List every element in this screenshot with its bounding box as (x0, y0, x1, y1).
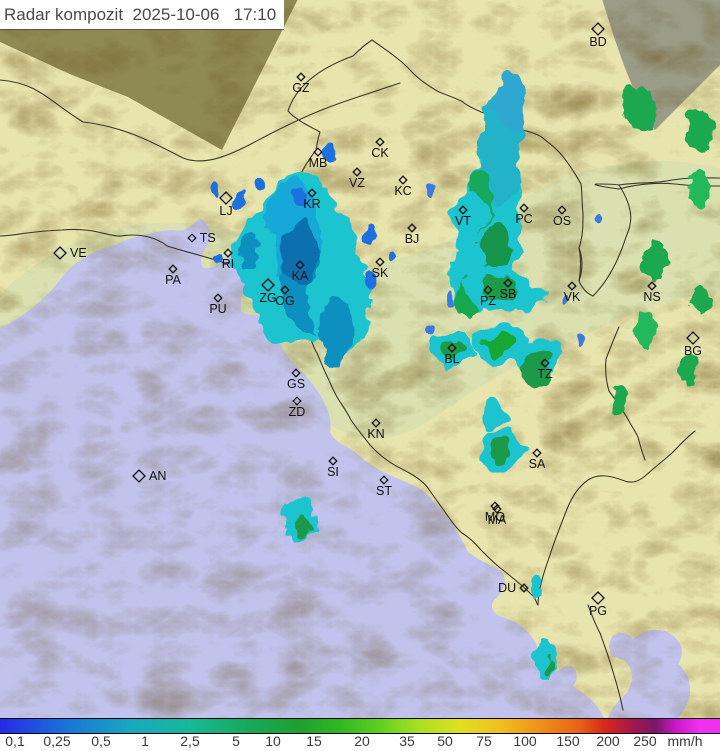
svg-text:SB: SB (500, 287, 517, 301)
svg-text:ZG: ZG (259, 291, 276, 305)
svg-text:PZ: PZ (480, 294, 496, 308)
svg-text:KR: KR (303, 197, 320, 211)
svg-text:BD: BD (589, 35, 606, 49)
svg-text:SA: SA (529, 457, 546, 471)
svg-text:CK: CK (371, 146, 389, 160)
svg-text:OS: OS (553, 214, 571, 228)
svg-text:VE: VE (70, 246, 87, 260)
svg-text:PA: PA (165, 273, 181, 287)
svg-text:TZ: TZ (537, 367, 553, 381)
svg-text:KA: KA (292, 269, 309, 283)
svg-text:BL: BL (444, 352, 459, 366)
svg-text:RI: RI (222, 257, 235, 271)
svg-text:VT: VT (455, 214, 471, 228)
svg-text:PC: PC (515, 212, 532, 226)
svg-text:PU: PU (209, 302, 226, 316)
svg-text:GS: GS (287, 377, 305, 391)
svg-text:GZ: GZ (292, 81, 310, 95)
svg-text:OG: OG (275, 294, 294, 308)
svg-text:SK: SK (372, 266, 389, 280)
svg-text:MA: MA (488, 513, 507, 527)
svg-text:TS: TS (200, 231, 216, 245)
svg-text:VZ: VZ (349, 176, 365, 190)
svg-text:BG: BG (684, 344, 702, 358)
svg-text:BJ: BJ (405, 232, 420, 246)
svg-text:SI: SI (327, 465, 339, 479)
svg-text:KN: KN (367, 427, 384, 441)
svg-text:ST: ST (376, 484, 392, 498)
svg-text:PG: PG (589, 604, 607, 618)
svg-text:ZD: ZD (289, 405, 306, 419)
svg-text:AN: AN (149, 469, 166, 483)
svg-text:NS: NS (643, 290, 660, 304)
svg-text:LJ: LJ (219, 204, 232, 218)
svg-text:KC: KC (394, 184, 411, 198)
svg-text:MB: MB (309, 156, 328, 170)
svg-text:DU: DU (498, 581, 516, 595)
svg-text:VK: VK (564, 290, 581, 304)
